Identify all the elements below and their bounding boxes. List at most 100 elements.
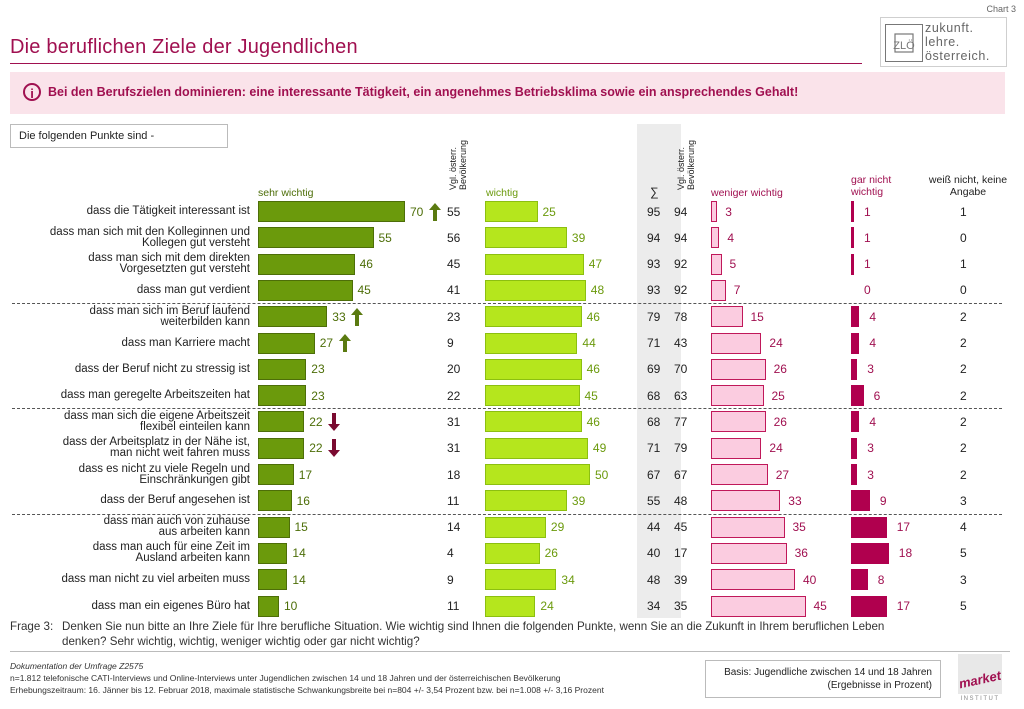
footer-rule <box>10 651 1010 652</box>
bar-sehr-wichtig <box>258 306 328 328</box>
value-weniger-wichtig: 45 <box>813 599 827 613</box>
value-wichtig: 46 <box>586 309 600 324</box>
value-sehr-wichtig: 46 <box>359 257 373 272</box>
bar-sehr-wichtig <box>258 569 288 591</box>
value-weiss-nicht: 2 <box>960 336 967 350</box>
row-label: dass man Karriere macht <box>0 336 250 349</box>
bar-gar-nicht-wichtig <box>851 385 864 407</box>
value-weiss-nicht: 2 <box>960 388 967 403</box>
bar-wichtig <box>485 464 590 485</box>
value-vgl-sehr-wichtig: 9 <box>447 336 454 350</box>
row-label-line: weiterbilden kann <box>160 315 250 328</box>
value-vgl-sum: 17 <box>674 546 688 561</box>
value-vgl-sehr-wichtig: 23 <box>447 309 461 324</box>
value-sehr-wichtig: 10 <box>284 599 298 613</box>
value-weiss-nicht: 0 <box>960 230 967 245</box>
title-rule <box>10 63 862 64</box>
header-sum: ∑ <box>650 185 659 199</box>
row-label: dass man sich die eigene Arbeitszeit flex… <box>0 410 250 433</box>
value-vgl-sehr-wichtig: 31 <box>447 414 461 429</box>
header-gar-nicht-wichtig: gar nicht wichtig <box>851 174 892 198</box>
value-vgl-sehr-wichtig: 11 <box>447 493 460 508</box>
value-weniger-wichtig: 35 <box>792 520 806 535</box>
bar-gar-nicht-wichtig <box>851 201 854 222</box>
value-vgl-sehr-wichtig: 4 <box>447 546 454 561</box>
row-label-line: dass man Karriere macht <box>121 336 250 349</box>
value-wichtig: 39 <box>571 230 586 245</box>
value-weniger-wichtig: 26 <box>773 414 787 429</box>
row-label-line: man nicht weit fahren muss <box>110 447 250 460</box>
value-gar-nicht-wichtig: 4 <box>869 414 877 429</box>
value-vgl-sehr-wichtig: 14 <box>447 520 461 535</box>
value-wichtig: 34 <box>561 572 575 587</box>
value-sum: 68 <box>647 388 661 403</box>
value-vgl-sum: 43 <box>674 336 688 350</box>
bar-weniger-wichtig <box>711 332 762 354</box>
row-label-line: dass die Tätigkeit interessant ist <box>86 205 250 217</box>
header-vgl-1: Vgl. österr. Bevölkerung <box>448 139 468 190</box>
bar-wichtig <box>485 227 567 249</box>
value-weiss-nicht: 0 <box>960 283 967 298</box>
value-wichtig: 26 <box>544 546 558 561</box>
value-vgl-sum: 92 <box>674 257 688 272</box>
group-separator <box>12 303 1002 305</box>
row-label-line: Einschränkungen gibt <box>139 473 250 486</box>
bar-gar-nicht-wichtig <box>851 332 860 354</box>
value-vgl-sehr-wichtig: 22 <box>447 388 461 403</box>
value-sum: 67 <box>647 467 661 482</box>
bar-gar-nicht-wichtig <box>851 464 858 485</box>
bar-sehr-wichtig <box>258 253 355 275</box>
value-wichtig: 46 <box>586 362 600 377</box>
value-weniger-wichtig: 15 <box>750 309 764 324</box>
bar-gar-nicht-wichtig <box>851 490 870 512</box>
row-label: dass der Arbeitsplatz in der Nähe ist, ma… <box>0 436 250 460</box>
bar-weniger-wichtig <box>711 516 785 538</box>
bar-weniger-wichtig <box>711 306 743 328</box>
bar-weniger-wichtig <box>711 490 781 512</box>
bar-weniger-wichtig <box>711 542 787 564</box>
row-label-line: dass man gut verdient <box>136 283 250 296</box>
basis-line: (Ergebnisse in Prozent) <box>827 680 933 691</box>
bar-wichtig <box>485 437 588 459</box>
value-vgl-sehr-wichtig: 20 <box>447 362 461 377</box>
bar-weniger-wichtig <box>711 358 766 380</box>
bar-wichtig <box>485 306 582 328</box>
logo-line: österreich. <box>925 49 990 63</box>
row-label-line: dass man geregelte Arbeitszeiten hat <box>60 389 250 402</box>
row-label-line: dass man sich mit den Kolleginnen und <box>49 225 250 238</box>
group-separator <box>12 513 1002 515</box>
row-label: dass man nicht zu viel arbeiten muss <box>0 573 250 586</box>
trend-arrow-shape <box>328 439 341 458</box>
row-label-line: dass man sich im Beruf laufend <box>89 304 250 317</box>
value-vgl-sum: 94 <box>674 230 688 245</box>
row-label: dass man sich mit den Kolleginnen und Kol… <box>0 225 250 249</box>
bar-weniger-wichtig <box>711 595 806 617</box>
value-wichtig: 47 <box>588 257 603 272</box>
chart-number: Chart 3 <box>986 4 1016 14</box>
row-label-line: dass man nicht zu viel arbeiten muss <box>61 573 250 586</box>
bar-gar-nicht-wichtig <box>851 569 868 591</box>
value-sehr-wichtig: 16 <box>296 493 310 508</box>
row-label-line: Ausland arbeiten kann <box>135 552 250 565</box>
logo-line: lehre. <box>925 35 960 49</box>
bar-wichtig <box>485 358 582 380</box>
value-sum: 69 <box>647 362 661 377</box>
footnote-line: Denken Sie nun bitte an Ihre Ziele für I… <box>62 620 885 633</box>
bar-gar-nicht-wichtig <box>851 595 887 617</box>
value-weniger-wichtig: 5 <box>729 257 737 272</box>
documentation-line: Erhebungszeitraum: 16. Jänner bis 12. Fe… <box>10 685 604 695</box>
value-weniger-wichtig: 40 <box>803 572 817 587</box>
value-sehr-wichtig: 23 <box>311 362 325 377</box>
bar-sehr-wichtig <box>258 358 307 380</box>
value-sehr-wichtig: 33 <box>332 309 346 324</box>
bar-weniger-wichtig <box>711 279 726 301</box>
value-weiss-nicht: 1 <box>960 204 967 219</box>
value-weniger-wichtig: 3 <box>725 204 732 219</box>
value-weniger-wichtig: 24 <box>769 441 783 456</box>
value-gar-nicht-wichtig: 3 <box>867 362 874 377</box>
value-weiss-nicht: 1 <box>960 257 967 272</box>
trend-arrow-shape <box>328 412 341 431</box>
bar-sehr-wichtig <box>258 227 374 249</box>
value-wichtig: 25 <box>542 204 556 219</box>
bar-sehr-wichtig <box>258 437 305 459</box>
